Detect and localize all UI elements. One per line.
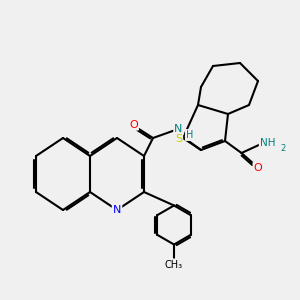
Text: NH: NH xyxy=(260,137,275,148)
Text: CH₃: CH₃ xyxy=(165,260,183,270)
Text: 2: 2 xyxy=(280,144,285,153)
Text: O: O xyxy=(254,163,262,173)
Text: N: N xyxy=(113,205,121,215)
Text: S: S xyxy=(175,134,182,145)
Text: O: O xyxy=(129,119,138,130)
Text: N: N xyxy=(174,124,183,134)
Text: H: H xyxy=(186,130,193,140)
